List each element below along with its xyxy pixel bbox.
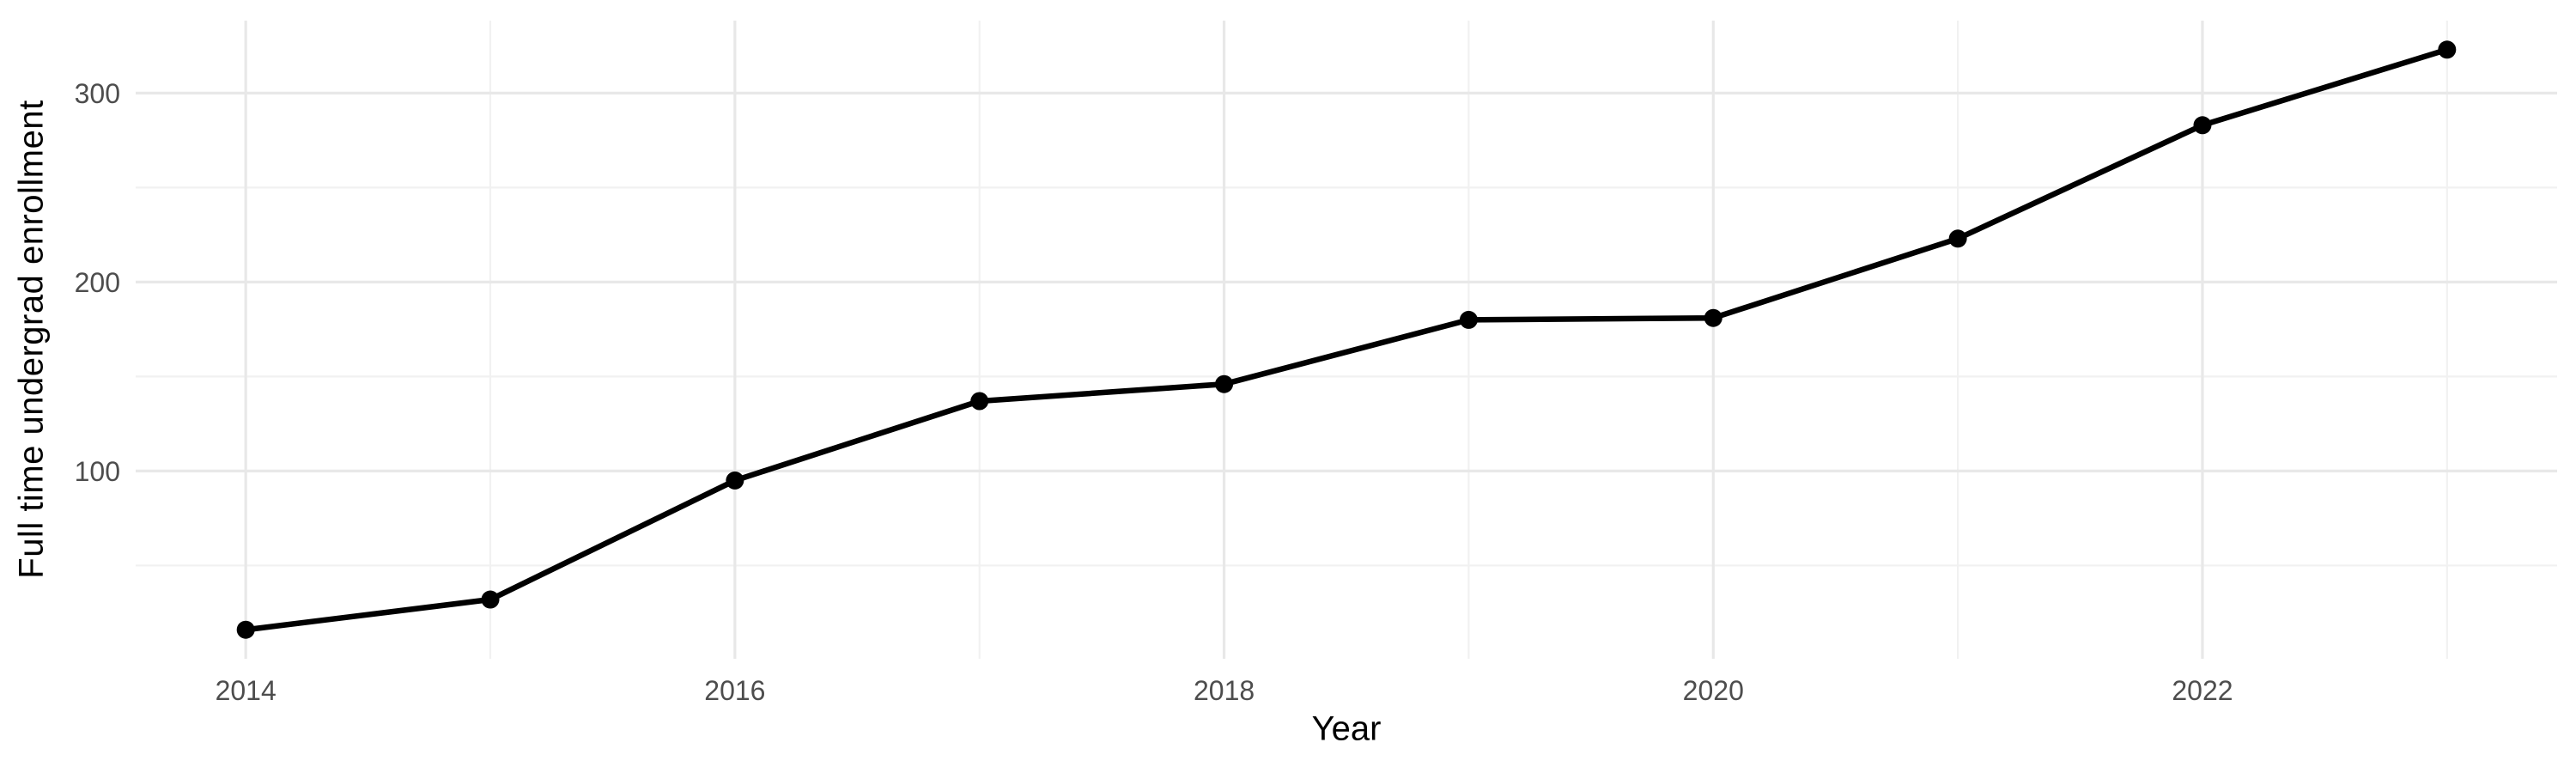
- data-point-2015: [481, 590, 500, 609]
- y-tick-label-200: 200: [75, 267, 120, 298]
- data-point-2022: [2193, 116, 2212, 135]
- x-tick-label-2022: 2022: [2172, 675, 2233, 706]
- x-tick-label-2018: 2018: [1194, 675, 1255, 706]
- x-tick-label-2014: 2014: [216, 675, 276, 706]
- data-point-2023: [2438, 40, 2457, 59]
- x-tick-label-2020: 2020: [1683, 675, 1744, 706]
- x-tick-label-2016: 2016: [704, 675, 765, 706]
- data-point-2017: [970, 392, 989, 411]
- y-axis-title: Full time undergrad enrollment: [12, 100, 51, 579]
- data-line: [245, 46, 2448, 633]
- data-point-2019: [1459, 310, 1478, 329]
- y-tick-label-100: 100: [75, 456, 120, 487]
- data-point-2020: [1704, 308, 1722, 327]
- y-tick-label-300: 300: [75, 78, 120, 109]
- data-point-2014: [236, 620, 255, 639]
- data-point-2016: [726, 471, 744, 490]
- data-point-2021: [1948, 229, 1967, 248]
- data-point-2018: [1215, 374, 1234, 393]
- x-axis-title: Year: [1311, 709, 1382, 748]
